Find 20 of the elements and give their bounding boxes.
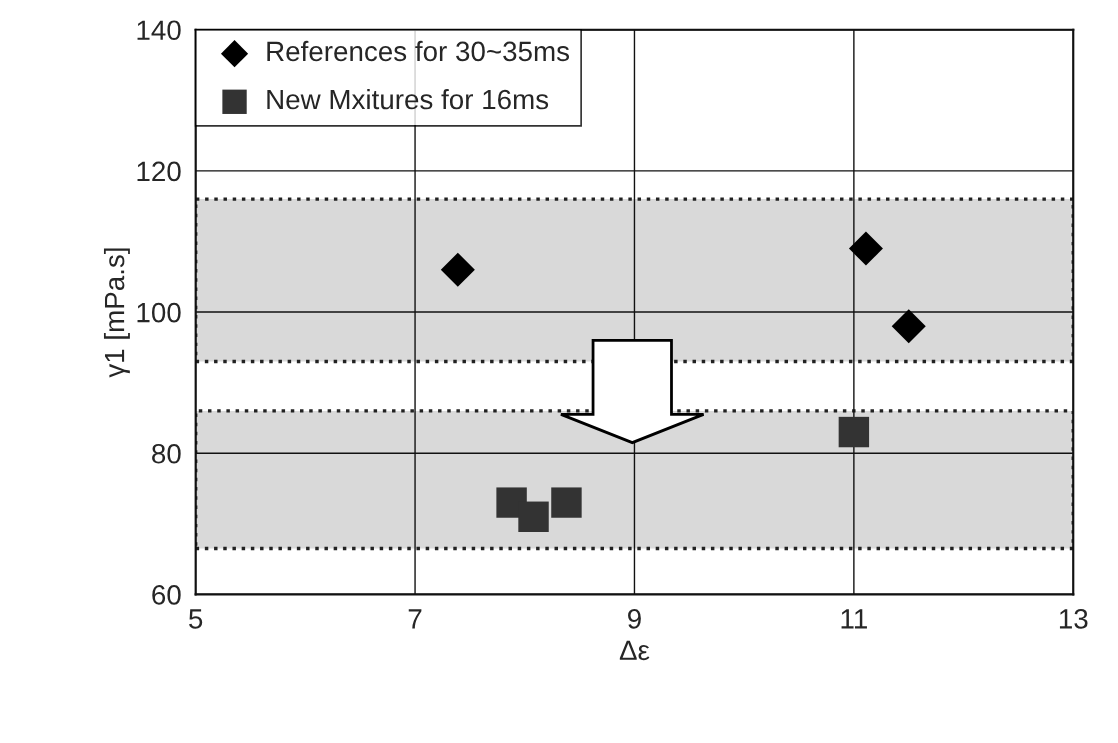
x-tick-label: 9	[628, 609, 641, 629]
legend-label: References for 30~35ms	[267, 40, 570, 62]
legend-label: New Mxitures for 16ms	[267, 88, 549, 110]
point	[838, 416, 870, 448]
x-axis-title: Δε	[619, 640, 650, 661]
x-tick-label: 13	[1059, 609, 1088, 629]
y-axis-title: γ1 [mPa.s]	[103, 248, 130, 378]
x-tick-label: 7	[408, 609, 422, 629]
point	[518, 501, 549, 532]
y-tick-label: 80	[152, 443, 181, 464]
y-tick-label: 60	[152, 585, 181, 605]
y-tick-label: 100	[137, 302, 181, 323]
point	[440, 252, 475, 287]
y-tick-label: 140	[137, 20, 181, 41]
point	[551, 487, 582, 518]
y-tick-label: 120	[137, 161, 181, 182]
x-tick-label: 11	[841, 609, 867, 629]
x-tick-label: 5	[189, 609, 203, 629]
point	[891, 309, 926, 344]
point	[848, 231, 883, 266]
